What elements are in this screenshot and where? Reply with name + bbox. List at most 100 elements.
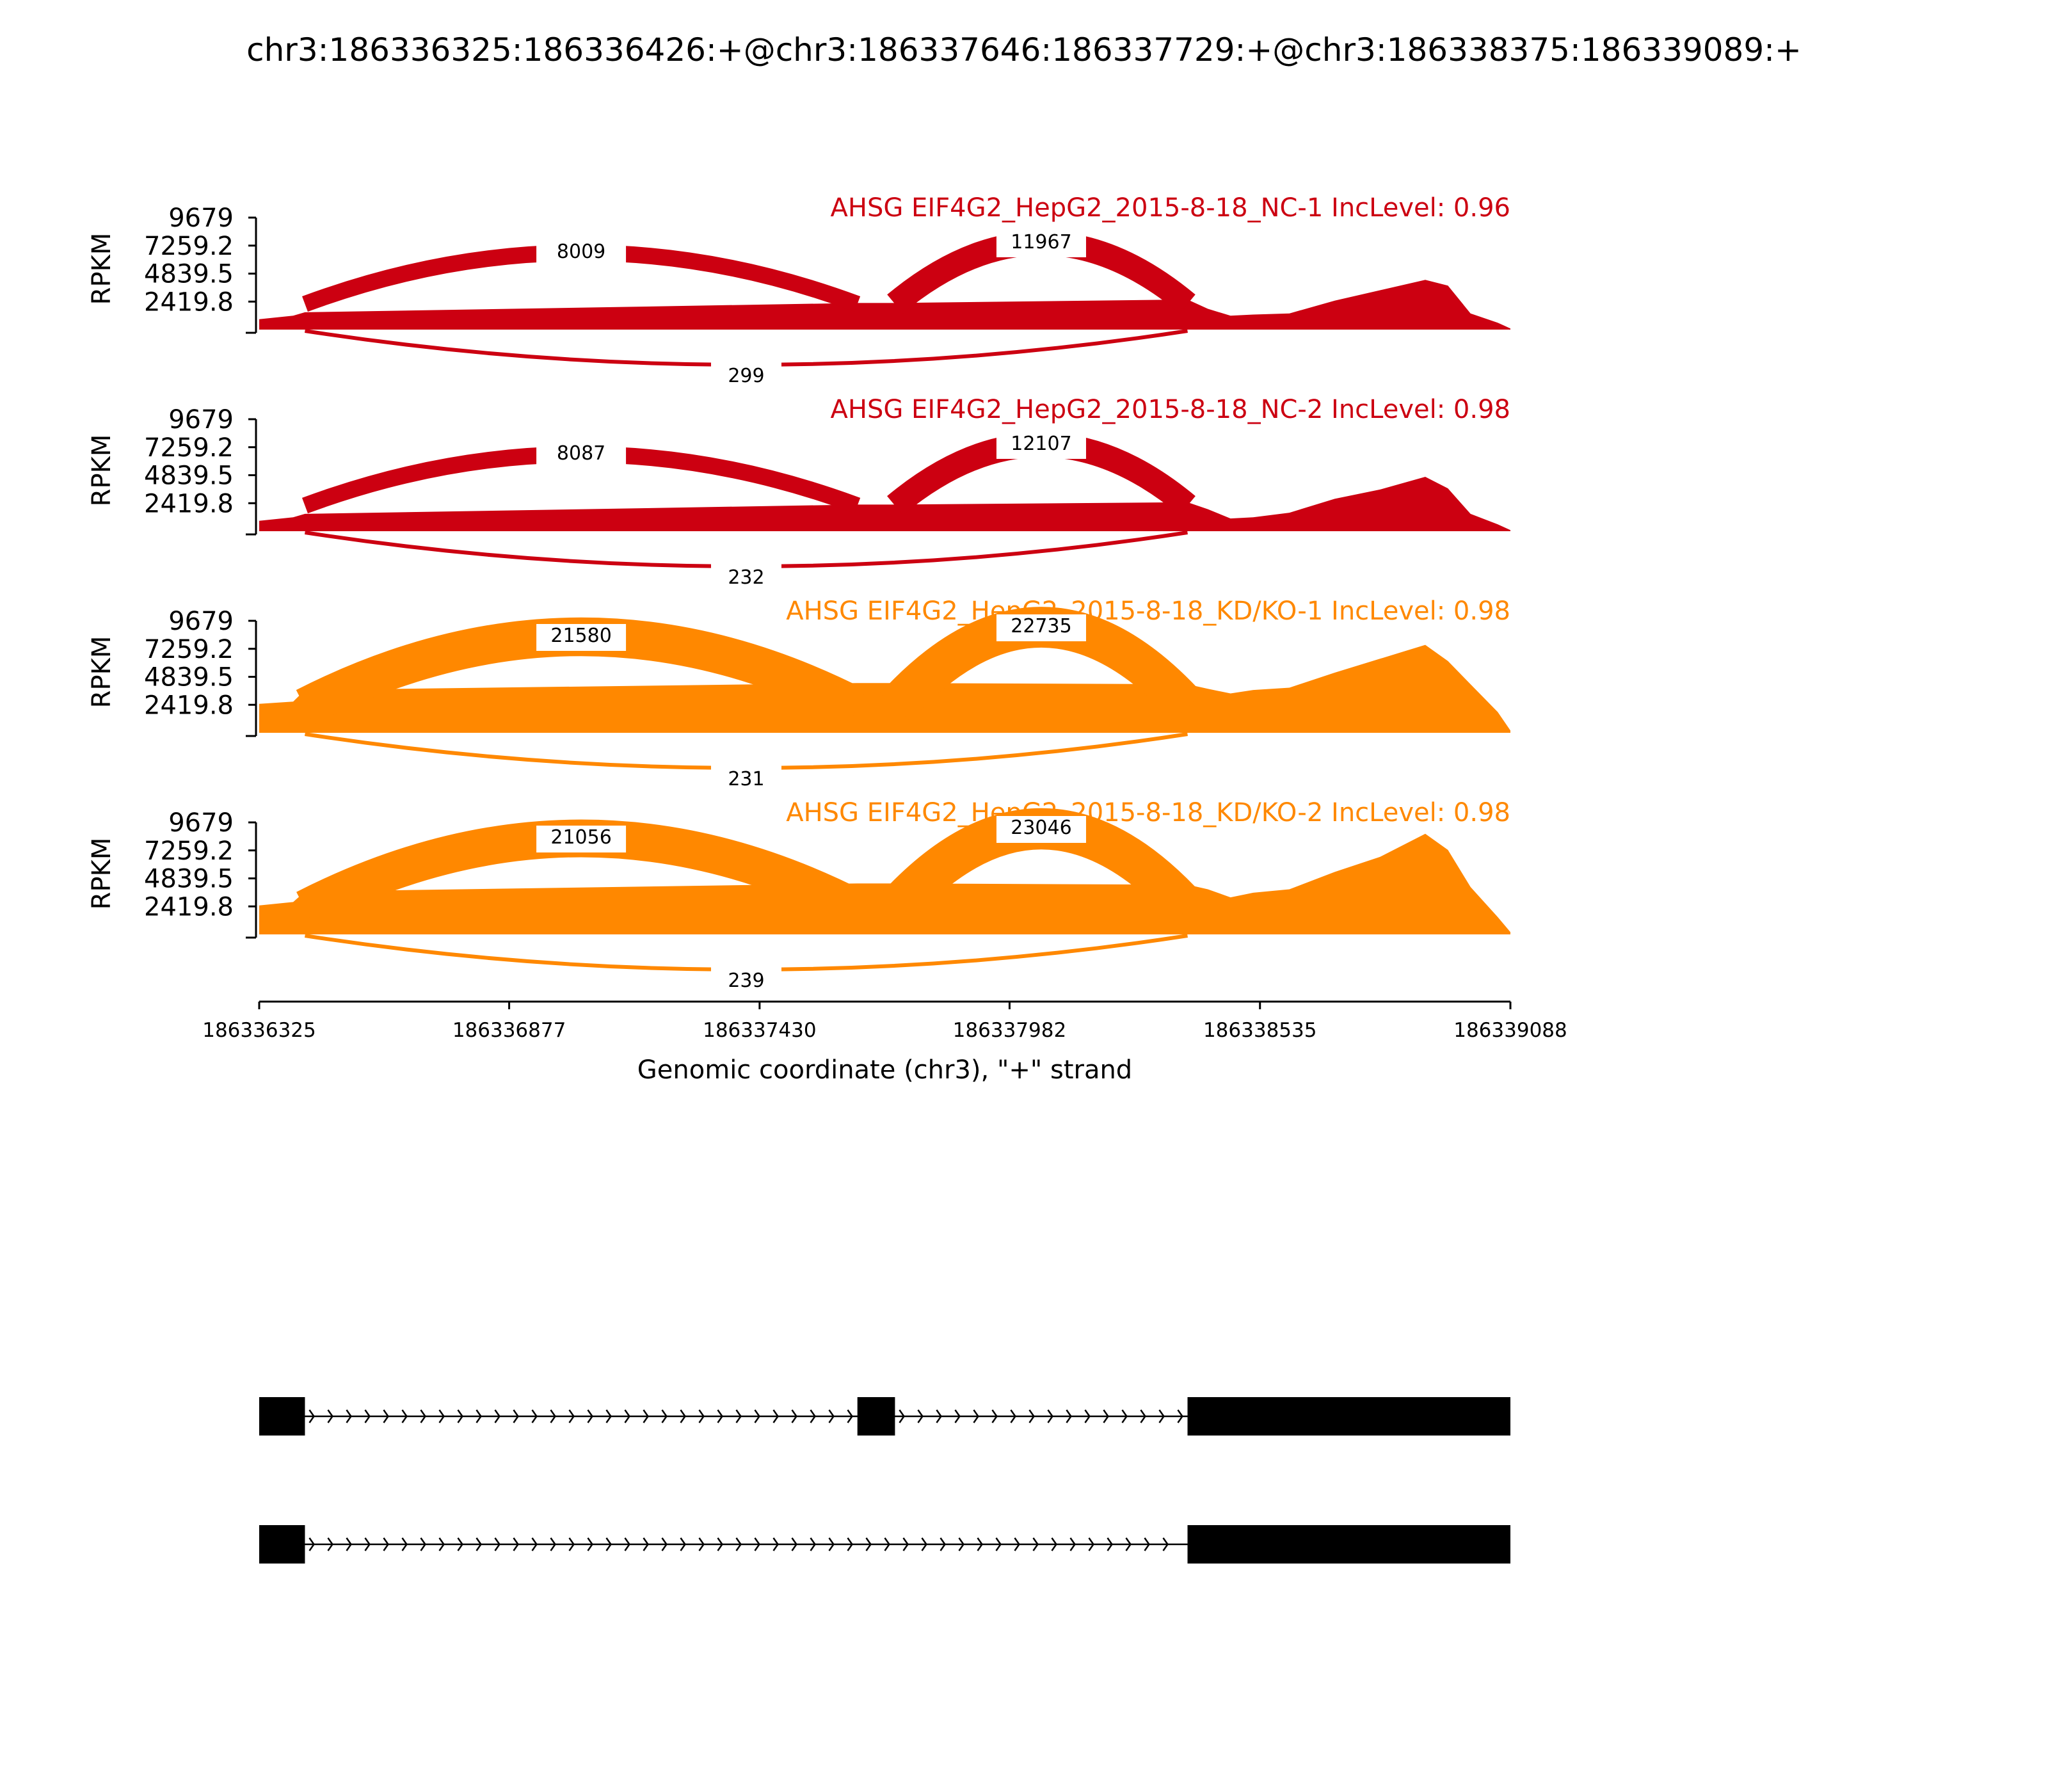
y-axis-label: RPKM	[87, 435, 116, 507]
junction-label-box	[536, 826, 627, 852]
junction-arc: 8087	[301, 442, 861, 514]
y-tick-label: 9679	[168, 204, 234, 233]
strand-arrow	[754, 1409, 760, 1423]
junction-label-box	[710, 362, 781, 387]
junction-label-box	[536, 624, 627, 651]
exon-block	[1187, 1525, 1510, 1564]
x-axis: 186336325 186336877 186337430 186337982 1863…	[202, 1000, 1567, 1085]
x-tick-label: 186339088	[1453, 1019, 1567, 1042]
strand-arrow	[1069, 1537, 1076, 1551]
strand-arrow	[438, 1537, 445, 1551]
junction-label-box	[996, 432, 1086, 459]
strand-arrow	[383, 1537, 389, 1551]
junction-arc: 23046	[879, 808, 1203, 923]
strand-arrow	[364, 1537, 371, 1551]
strand-arrow	[587, 1409, 593, 1423]
strand-arrow	[991, 1409, 998, 1423]
strand-arrow	[513, 1537, 519, 1551]
coverage-area	[259, 477, 1510, 531]
strand-arrow	[1051, 1537, 1057, 1551]
strand-arrow	[828, 1409, 835, 1423]
y-tick-label: 2419.8	[144, 691, 234, 720]
strand-arrow	[494, 1409, 500, 1423]
strand-arrow	[995, 1537, 1002, 1551]
strand-arrow	[476, 1537, 482, 1551]
strand-arrow	[973, 1409, 979, 1423]
strand-arrow	[457, 1537, 463, 1551]
x-tick-label: 186338535	[1203, 1019, 1317, 1042]
strand-arrow	[643, 1409, 649, 1423]
junction-count-label: 231	[728, 768, 764, 790]
strand-arrow	[624, 1409, 630, 1423]
strand-arrow	[346, 1537, 352, 1551]
strand-arrow	[921, 1537, 927, 1551]
y-tick-label: 9679	[168, 808, 234, 838]
strand-arrow	[717, 1409, 723, 1423]
strand-arrow	[1103, 1409, 1109, 1423]
junction-label-box	[996, 816, 1086, 843]
junction-count-label: 11967	[1011, 231, 1071, 253]
junction-label-box	[996, 614, 1086, 641]
junction-arc: 12107	[887, 432, 1196, 515]
junction-label-box	[710, 765, 781, 790]
strand-arrow	[494, 1537, 500, 1551]
strand-arrow	[1158, 1409, 1165, 1423]
x-tick-label: 186336877	[452, 1019, 566, 1042]
strand-arrow	[958, 1537, 964, 1551]
strand-arrow	[476, 1409, 482, 1423]
figure-title: chr3:186336325:186336426:+@chr3:18633764…	[246, 31, 1802, 68]
strand-arrow	[735, 1409, 742, 1423]
coverage-area	[259, 280, 1510, 330]
exon-block	[259, 1525, 305, 1564]
exon-block	[857, 1397, 895, 1436]
coverage-area	[259, 833, 1510, 934]
strand-arrow	[977, 1537, 983, 1551]
strand-arrow	[1121, 1409, 1128, 1423]
exon-block	[259, 1397, 305, 1436]
junction-arc: 239	[305, 934, 1188, 992]
strand-arrow	[605, 1409, 612, 1423]
y-tick-label: 4839.5	[144, 663, 234, 692]
strand-arrow	[865, 1537, 872, 1551]
junction-count-label: 22735	[1011, 615, 1071, 637]
strand-arrow	[698, 1537, 705, 1551]
exon-block	[1187, 1397, 1510, 1436]
junction-count-label: 23046	[1011, 817, 1071, 839]
junction-arc: 11967	[887, 230, 1196, 314]
y-tick-label: 2419.8	[144, 287, 234, 317]
strand-arrow	[810, 1537, 816, 1551]
junction-arc: 232	[305, 531, 1188, 589]
strand-arrow	[550, 1409, 556, 1423]
junction-count-label: 8087	[557, 442, 605, 465]
junction-arc-path	[305, 934, 1188, 972]
y-tick-label: 9679	[168, 607, 234, 636]
junction-label-box	[536, 240, 627, 267]
strand-arrow	[401, 1537, 408, 1551]
strand-arrow	[1140, 1409, 1146, 1423]
strand-arrow	[308, 1409, 315, 1423]
strand-arrow	[420, 1537, 426, 1551]
x-tick-label: 186337982	[953, 1019, 1067, 1042]
junction-arc-path	[305, 732, 1188, 770]
strand-arrow	[1107, 1537, 1113, 1551]
junction-arc: 21056	[296, 819, 867, 926]
junction-arc: 21580	[296, 617, 867, 724]
sample-label: AHSG EIF4G2_HepG2_2015-8-18_NC-1 IncLeve…	[831, 193, 1510, 223]
strand-arrow	[643, 1537, 649, 1551]
x-tick-label: 186337430	[703, 1019, 817, 1042]
y-tick-label: 7259.2	[144, 635, 234, 664]
junction-count-label: 232	[728, 566, 764, 589]
y-axis-label: RPKM	[87, 838, 116, 910]
strand-arrow	[1032, 1537, 1039, 1551]
junction-count-label: 8009	[557, 241, 605, 263]
strand-arrow	[698, 1409, 705, 1423]
y-tick-label: 7259.2	[144, 433, 234, 463]
strand-arrow	[828, 1537, 835, 1551]
sample-label: AHSG EIF4G2_HepG2_2015-8-18_KD/KO-2 IncL…	[786, 798, 1510, 828]
strand-arrow	[1088, 1537, 1094, 1551]
